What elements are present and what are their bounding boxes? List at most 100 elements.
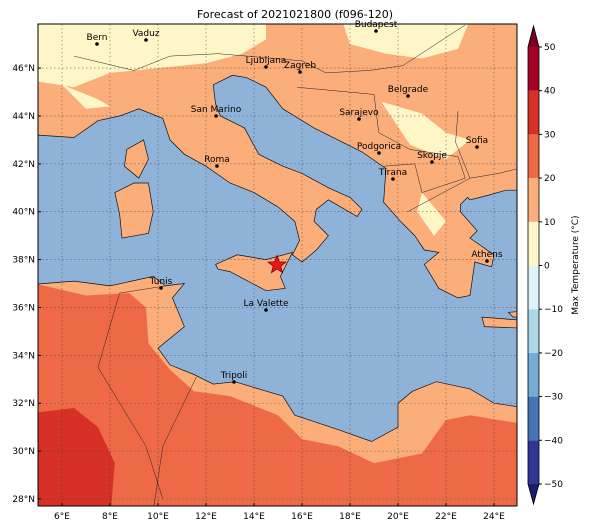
colorbar-band bbox=[528, 396, 539, 441]
colorbar-tick-label: −10 bbox=[544, 305, 563, 315]
city-dot bbox=[159, 286, 163, 290]
marker-star bbox=[267, 254, 287, 274]
y-tick-label: 44°N bbox=[12, 112, 35, 122]
x-tick-label: 24°E bbox=[483, 512, 505, 522]
city-dot bbox=[377, 151, 381, 155]
coastline bbox=[38, 276, 517, 442]
city-label: San Marino bbox=[191, 105, 242, 115]
contour-region bbox=[62, 84, 110, 109]
colorbar-label: Max Temperature (°C) bbox=[571, 215, 581, 314]
colorbar-extend bbox=[528, 26, 539, 47]
contour-region bbox=[338, 24, 475, 59]
x-tick-label: 6°E bbox=[54, 512, 70, 522]
contour-region bbox=[38, 278, 517, 506]
colorbar-tick-label: 20 bbox=[544, 174, 556, 184]
title: Forecast of 2021021800 (f096-120) bbox=[197, 8, 393, 21]
city-dot bbox=[430, 160, 434, 164]
city-label: Sofia bbox=[466, 136, 488, 146]
city-label: Belgrade bbox=[388, 85, 429, 95]
colorbar-band bbox=[528, 352, 539, 397]
city-dot bbox=[406, 94, 410, 98]
colorbar-band bbox=[528, 309, 539, 353]
coastline bbox=[507, 311, 517, 318]
city-label: Tunis bbox=[149, 277, 173, 287]
colorbar-tick-label: −40 bbox=[544, 436, 563, 446]
contour-region bbox=[38, 24, 266, 88]
colorbar-extend bbox=[528, 484, 539, 504]
y-tick-label: 30°N bbox=[12, 447, 35, 457]
colorbar-band bbox=[528, 440, 539, 484]
map-frame bbox=[37, 23, 518, 507]
x-tick-label: 14°E bbox=[243, 512, 265, 522]
y-tick-label: 46°N bbox=[12, 64, 35, 74]
city-dot bbox=[485, 259, 489, 263]
border bbox=[153, 376, 197, 506]
city-dot bbox=[264, 308, 268, 312]
city-label: Skopje bbox=[417, 151, 447, 161]
contour-region bbox=[417, 192, 446, 236]
colorbar-band bbox=[528, 134, 539, 179]
city-label: Tripoli bbox=[220, 371, 248, 381]
city-label: Budapest bbox=[355, 20, 398, 30]
city-label: Bern bbox=[87, 33, 108, 43]
border bbox=[407, 177, 471, 212]
city-dot bbox=[298, 70, 302, 74]
y-tick-label: 38°N bbox=[12, 256, 35, 266]
y-tick-label: 32°N bbox=[12, 399, 35, 409]
colorbar: 50 40 30 20 10 0 −10 −20 −30 −40 −50 bbox=[527, 24, 563, 506]
x-tick-label: 10°E bbox=[147, 512, 169, 522]
coastline bbox=[215, 251, 294, 292]
colorbar-band bbox=[528, 47, 539, 91]
y-tick-label: 36°N bbox=[12, 303, 35, 313]
colorbar-tick-label: −50 bbox=[544, 480, 563, 490]
city-dot bbox=[391, 177, 395, 181]
x-tick-label: 12°E bbox=[195, 512, 217, 522]
contour-region bbox=[38, 408, 115, 506]
city-label: Sarajevo bbox=[339, 108, 379, 118]
x-tick-label: 8°E bbox=[102, 512, 118, 522]
border bbox=[97, 285, 166, 500]
colorbar-tick-label: −20 bbox=[544, 349, 563, 359]
city-dot bbox=[374, 29, 378, 33]
colorbar-tick-label: 40 bbox=[544, 87, 556, 97]
city-dot bbox=[95, 42, 99, 46]
city-dot bbox=[214, 114, 218, 118]
coastline bbox=[124, 139, 149, 179]
city-label: Ljubljana bbox=[246, 56, 287, 66]
city-dot bbox=[264, 65, 268, 69]
y-tick-label: 34°N bbox=[12, 351, 35, 361]
colorbar-band bbox=[528, 265, 539, 310]
city-label: Podgorica bbox=[357, 142, 401, 152]
city-dot bbox=[144, 38, 148, 42]
coastline bbox=[481, 316, 517, 329]
coastline bbox=[114, 182, 154, 239]
colorbar-tick-label: −30 bbox=[544, 393, 563, 403]
x-tick-label: 20°E bbox=[387, 512, 409, 522]
city-label: Roma bbox=[204, 155, 230, 165]
border bbox=[297, 86, 466, 193]
y-tick-label: 40°N bbox=[12, 208, 35, 218]
city-label: Vaduz bbox=[132, 29, 159, 39]
city-dot bbox=[475, 145, 479, 149]
colorbar-band bbox=[528, 221, 539, 266]
y-tick-label: 42°N bbox=[12, 160, 35, 170]
city-label: Athens bbox=[471, 250, 502, 260]
x-tick-label: 22°E bbox=[435, 512, 457, 522]
colorbar-tick-label: 10 bbox=[544, 218, 556, 228]
colorbar-tick-label: 30 bbox=[544, 130, 556, 140]
city-dot bbox=[232, 380, 236, 384]
x-tick-label: 16°E bbox=[291, 512, 313, 522]
city-dot bbox=[215, 164, 219, 168]
colorbar-band bbox=[528, 90, 539, 135]
y-tick-label: 28°N bbox=[12, 495, 35, 505]
coastline bbox=[38, 74, 517, 299]
colorbar-tick-label: 0 bbox=[544, 262, 550, 272]
city-label: La Valette bbox=[244, 299, 289, 309]
x-tick-label: 18°E bbox=[339, 512, 361, 522]
city-dot bbox=[357, 117, 361, 121]
city-label: Tirana bbox=[378, 168, 407, 178]
city-label: Zagreb bbox=[284, 61, 316, 71]
colorbar-tick-label: 50 bbox=[544, 43, 556, 53]
colorbar-band bbox=[528, 178, 539, 222]
